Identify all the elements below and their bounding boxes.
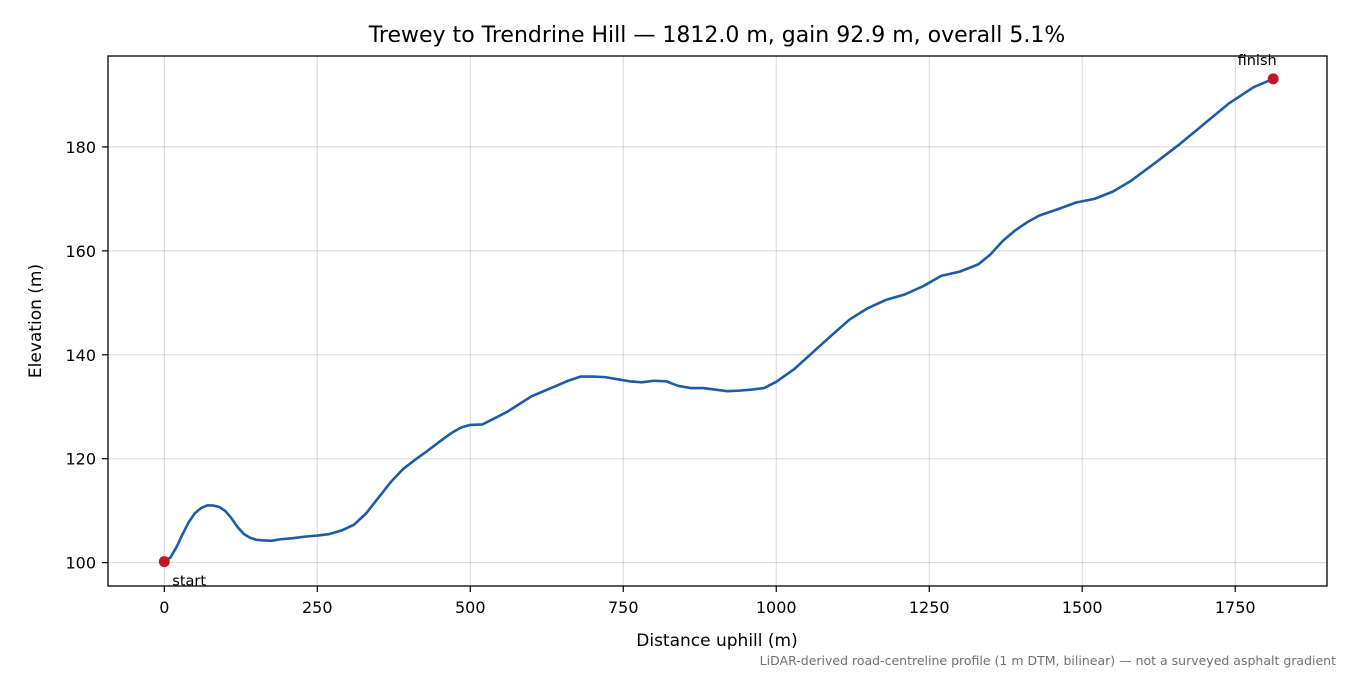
endpoint-marker-start bbox=[158, 556, 170, 568]
y-axis-label: Elevation (m) bbox=[26, 264, 46, 378]
y-tick-label: 180 bbox=[65, 138, 96, 157]
endpoint-markers: start finish bbox=[158, 53, 1279, 590]
x-axis-label: Distance uphill (m) bbox=[636, 631, 797, 651]
x-tick-label: 750 bbox=[608, 598, 639, 617]
y-tick-label: 160 bbox=[65, 242, 96, 261]
y-tick-label: 100 bbox=[65, 554, 96, 573]
x-tick-label: 1250 bbox=[909, 598, 950, 617]
x-tick-label: 0 bbox=[159, 598, 169, 617]
footnote: LiDAR-derived road-centreline profile (1… bbox=[760, 653, 1336, 668]
x-tick-label: 1750 bbox=[1215, 598, 1256, 617]
x-tick-label: 500 bbox=[455, 598, 486, 617]
x-tick-label: 250 bbox=[302, 598, 333, 617]
annotation-start: start bbox=[172, 574, 206, 590]
chart-title: Trewey to Trendrine Hill — 1812.0 m, gai… bbox=[368, 23, 1066, 48]
annotation-finish: finish bbox=[1238, 53, 1277, 69]
axis-ticks: 0 250 500 750 1000 1250 1500 1750 100 120 140 160 18… bbox=[65, 138, 1255, 617]
y-tick-label: 120 bbox=[65, 450, 96, 469]
endpoint-marker-finish bbox=[1267, 73, 1279, 85]
plot-frame bbox=[107, 55, 1328, 587]
elevation-series-line bbox=[163, 77, 1275, 563]
x-tick-label: 1000 bbox=[756, 598, 797, 617]
x-tick-label: 1500 bbox=[1062, 598, 1103, 617]
grid-lines bbox=[108, 56, 1327, 586]
y-tick-label: 140 bbox=[65, 346, 96, 365]
